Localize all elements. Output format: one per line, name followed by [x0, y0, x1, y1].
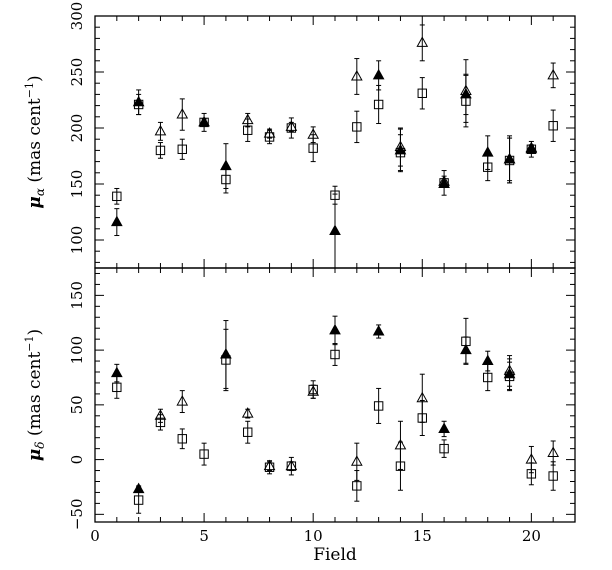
data-point-open-triangle [263, 127, 276, 138]
data-point-filled-triangle [503, 152, 516, 164]
data-point-square [112, 191, 122, 202]
data-point-filled-triangle [372, 324, 385, 336]
y-tick-label: 50 [68, 395, 86, 414]
x-axis-title: Field [313, 545, 357, 565]
data-point-open-triangle [416, 36, 429, 47]
y-tick-label: 100 [68, 336, 86, 365]
data-point-filled-triangle [460, 343, 472, 355]
data-point-square [243, 427, 253, 437]
y-tick-label: 200 [68, 114, 86, 143]
y-tick-label: 0 [68, 455, 86, 465]
panel-top: 100 150 200 250 300 μα (mas cent−1) [23, 2, 576, 269]
data-point-filled-triangle [394, 143, 407, 155]
data-point-filled-triangle [110, 215, 123, 227]
data-point-open-triangle [307, 385, 320, 396]
data-point-square [330, 349, 340, 360]
data-point-square [548, 471, 558, 481]
x-tick-label: 20 [522, 527, 541, 545]
data-layer [110, 24, 560, 268]
y-axis-exponent: −1 [23, 335, 36, 351]
data-point-filled-triangle [503, 367, 516, 379]
y-tick-label: 100 [68, 226, 86, 255]
data-point-filled-triangle [220, 159, 232, 171]
data-point-square [133, 495, 144, 505]
y-tick-label: 150 [68, 170, 86, 199]
data-point-filled-triangle [481, 354, 494, 366]
x-tick-label: 15 [413, 527, 432, 545]
data-point-filled-triangle [132, 482, 145, 494]
data-point-filled-triangle [329, 323, 341, 335]
data-point-open-triangle [525, 453, 538, 464]
x-tick-label: 10 [304, 527, 323, 545]
data-point-open-triangle [394, 438, 407, 450]
data-point-filled-triangle [481, 146, 494, 157]
data-point-open-triangle [416, 391, 429, 403]
y-axis-close: ) [25, 329, 45, 336]
y-axis-unit: (mas cent [25, 98, 45, 188]
data-point-filled-triangle [198, 115, 210, 127]
data-point-square [483, 372, 493, 383]
data-point-square [177, 434, 187, 444]
data-point-square [352, 122, 362, 132]
data-point-filled-triangle [110, 366, 123, 378]
data-point-square [177, 144, 187, 154]
data-point-filled-triangle [220, 347, 232, 359]
y-tick-label: 300 [68, 2, 86, 31]
y-tick-label: 150 [68, 281, 86, 310]
y-axis-symbol: μ [25, 196, 45, 208]
data-point-square [373, 99, 384, 110]
data-point-open-triangle [285, 120, 298, 131]
data-point-filled-triangle [132, 95, 145, 107]
data-point-square [352, 481, 362, 491]
data-point-square [112, 382, 122, 393]
y-tick-label: 250 [68, 58, 86, 87]
data-point-square [199, 449, 209, 459]
data-point-square [548, 121, 558, 131]
y-axis-unit: (mas cent [25, 352, 45, 442]
y-axis-exponent: −1 [23, 82, 36, 98]
data-point-open-triangle [350, 455, 363, 466]
y-axis-title: μδ (mas cent−1) [23, 329, 47, 461]
data-point-filled-triangle [329, 224, 341, 236]
data-point-open-triangle [154, 124, 167, 136]
plot-frame [94, 267, 576, 523]
y-axis-subscript: α [33, 188, 47, 196]
data-point-open-triangle [307, 128, 320, 139]
x-tick-label: 5 [199, 527, 209, 545]
data-point-filled-triangle [438, 177, 450, 188]
data-point-square [308, 143, 318, 153]
data-point-open-triangle [547, 446, 560, 458]
data-point-filled-triangle [438, 422, 450, 433]
data-point-open-triangle [241, 113, 254, 125]
y-axis-close: ) [25, 75, 45, 82]
data-point-open-triangle [547, 68, 560, 80]
y-axis-title: μα (mas cent−1) [23, 75, 47, 208]
y-tick-label: −50 [68, 499, 86, 531]
data-point-square [417, 88, 427, 98]
data-point-open-triangle [176, 108, 189, 119]
data-point-filled-triangle [525, 142, 538, 154]
data-point-open-triangle [350, 69, 363, 81]
data-point-square [155, 145, 166, 156]
data-layer [110, 315, 560, 514]
data-point-filled-triangle [372, 68, 385, 80]
data-point-open-triangle [263, 459, 276, 471]
x-tick-label: 0 [90, 527, 100, 545]
data-point-square [373, 401, 384, 411]
y-axis-subscript: δ [33, 441, 47, 448]
data-point-open-triangle [285, 459, 298, 471]
y-axis-symbol: μ [25, 449, 45, 461]
data-point-filled-triangle [460, 87, 472, 99]
data-point-open-triangle [241, 407, 254, 418]
data-point-open-triangle [176, 395, 189, 406]
data-point-open-triangle [154, 409, 167, 420]
data-point-square [439, 443, 449, 454]
